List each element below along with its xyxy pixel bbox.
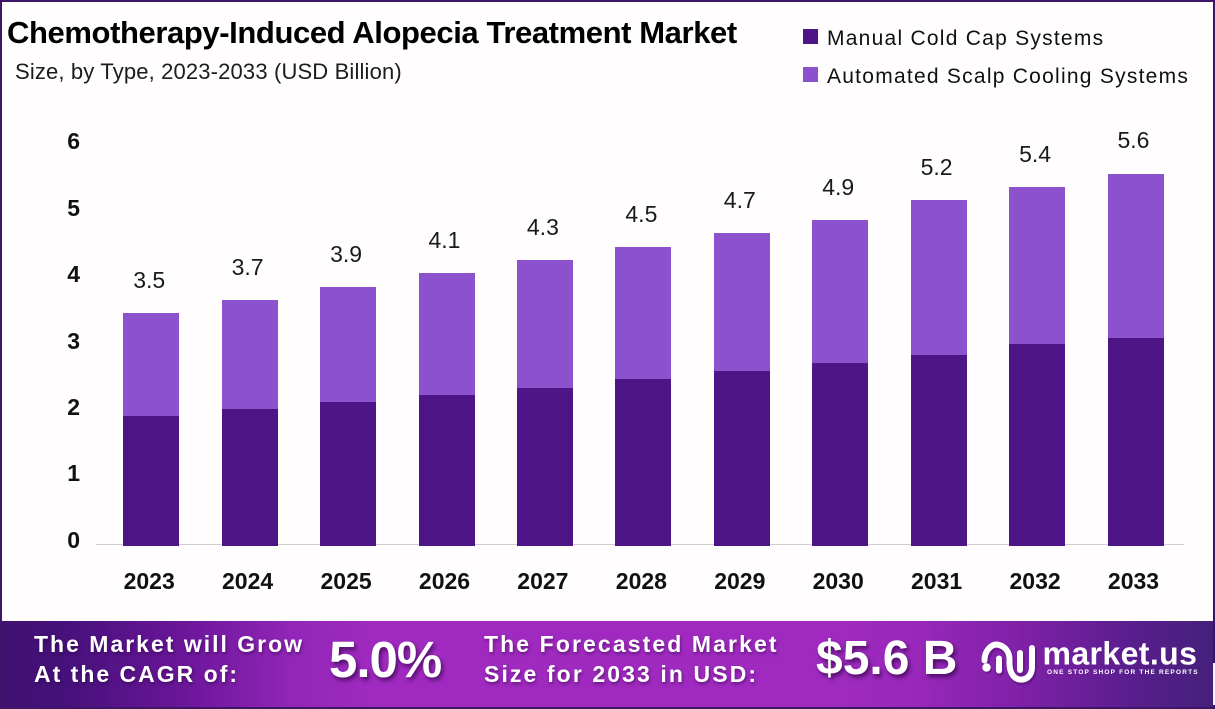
svg-text:market.us: market.us — [1043, 636, 1198, 672]
svg-text:ONE STOP SHOP FOR THE REPORTS: ONE STOP SHOP FOR THE REPORTS — [1047, 669, 1199, 676]
